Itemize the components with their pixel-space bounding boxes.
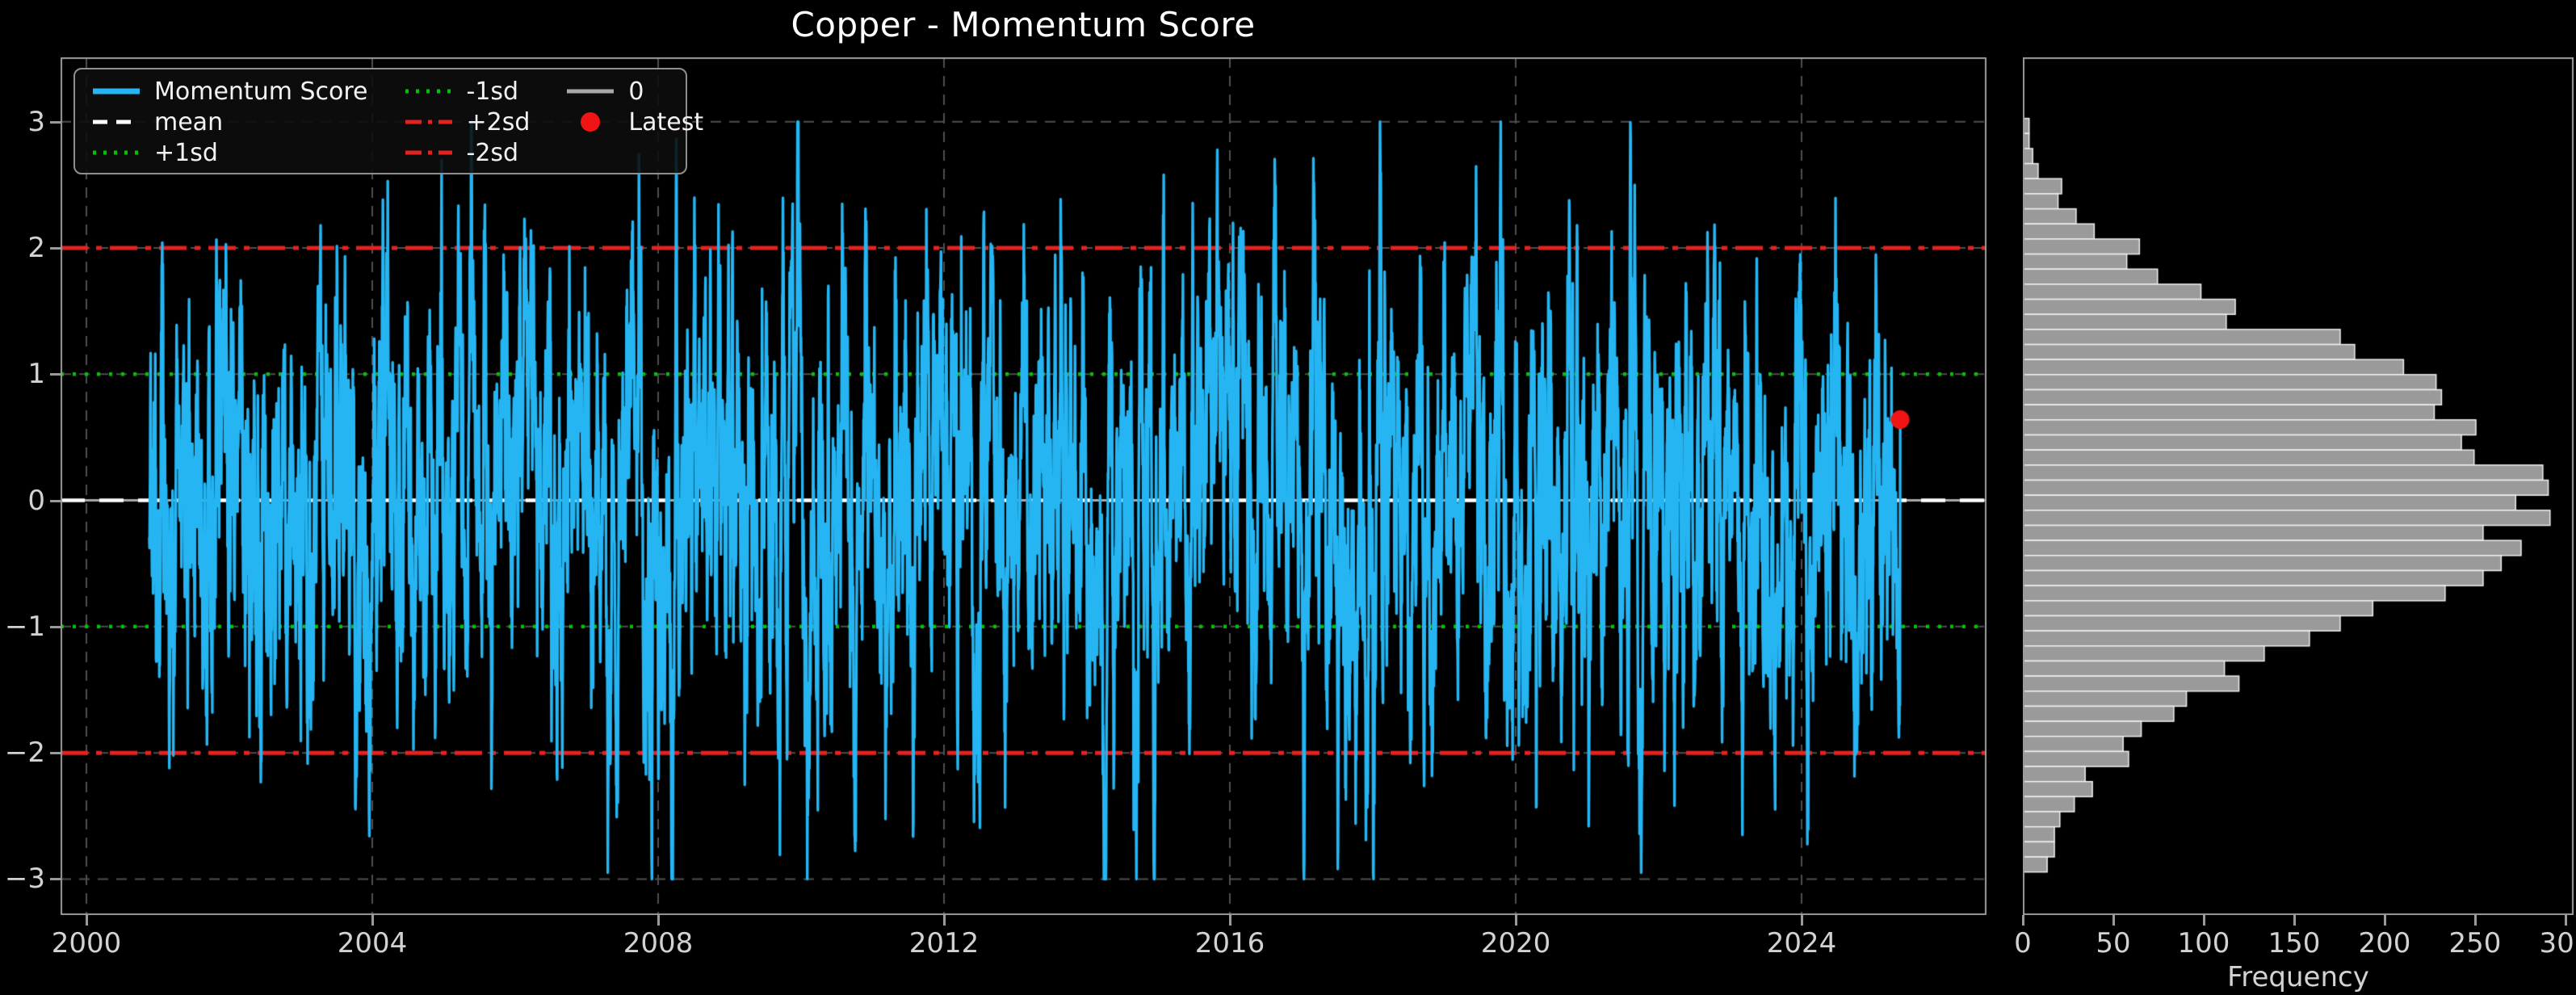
legend-solid-line-icon: [567, 89, 615, 94]
legend-entry: +2sd: [404, 107, 531, 136]
chart-title: Copper - Momentum Score: [791, 5, 1256, 44]
hist-x-tick-label: 250: [2448, 927, 2502, 959]
hist-x-tick-label: 200: [2358, 927, 2411, 959]
legend-entry: Latest: [565, 108, 703, 136]
x-tick-label: 2012: [908, 927, 980, 959]
y-tick-label: 0: [27, 484, 45, 517]
legend-entry: -2sd: [404, 138, 531, 167]
legend-label: +2sd: [466, 107, 531, 136]
legend-latest-marker-icon: [581, 112, 601, 132]
y-tick-mark: [50, 247, 61, 250]
legend-label: Latest: [628, 107, 704, 136]
y-tick-label: 1: [27, 358, 45, 391]
legend-column: 0 Latest: [565, 78, 703, 165]
hist-x-tick-label: 50: [2096, 927, 2131, 959]
x-tick-mark: [1515, 915, 1517, 926]
histogram-plot-area: [2023, 57, 2574, 915]
x-tick-mark: [371, 915, 374, 926]
y-tick-label: −3: [4, 863, 45, 896]
x-tick-mark: [657, 915, 660, 926]
legend-dotted-line-icon: [405, 89, 452, 94]
legend-label: Momentum Score: [154, 77, 368, 106]
hist-x-tick-mark: [2293, 915, 2296, 926]
x-tick-label: 2020: [1480, 927, 1551, 959]
histogram-canvas: [2023, 57, 2574, 915]
legend-label: mean: [154, 107, 224, 136]
y-tick-mark: [50, 878, 61, 881]
hist-x-tick-label: 100: [2177, 927, 2230, 959]
momentum-canvas: [61, 57, 1987, 915]
legend-entry: -1sd: [404, 77, 531, 106]
legend-label: -2sd: [466, 138, 519, 167]
legend-entry: 0: [565, 77, 703, 106]
x-tick-label: 2004: [337, 927, 408, 959]
legend-column: Momentum Score mean +1sd: [91, 77, 368, 167]
legend-label: -1sd: [466, 77, 519, 106]
hist-x-tick-mark: [2565, 915, 2567, 926]
y-tick-label: −1: [4, 610, 45, 643]
hist-x-tick-label: 300: [2539, 927, 2576, 959]
x-tick-mark: [86, 915, 88, 926]
y-tick-mark: [50, 752, 61, 755]
y-tick-label: 3: [27, 105, 45, 138]
x-tick-mark: [943, 915, 946, 926]
x-tick-mark: [1229, 915, 1231, 926]
legend-column: -1sd +2sd -2sd: [404, 77, 531, 167]
hist-x-tick-mark: [2112, 915, 2115, 926]
legend-dashed-line-icon: [93, 120, 140, 124]
y-tick-label: 2: [27, 232, 45, 264]
hist-x-tick-mark: [2022, 915, 2024, 926]
y-tick-mark: [50, 373, 61, 376]
y-tick-mark: [50, 120, 61, 124]
legend-entry: mean: [91, 108, 368, 136]
legend-label: +1sd: [154, 138, 218, 167]
x-tick-label: 2016: [1194, 927, 1265, 959]
hist-x-tick-mark: [2474, 915, 2477, 926]
y-tick-mark: [50, 625, 61, 628]
legend-dashdot-line-icon: [405, 120, 452, 124]
x-tick-label: 2008: [623, 927, 694, 959]
legend: Momentum Score mean +1sd -1sd +2sd -2sd 0 Lates…: [73, 68, 703, 174]
hist-x-tick-mark: [2203, 915, 2205, 926]
hist-x-tick-label: 0: [2014, 927, 2032, 959]
legend-entry: +1sd: [91, 138, 368, 167]
legend-label: 0: [628, 77, 644, 106]
y-tick-label: −2: [4, 737, 45, 770]
x-tick-mark: [1801, 915, 1803, 926]
x-tick-label: 2000: [51, 927, 122, 959]
frequency-axis-label: Frequency: [2227, 961, 2369, 993]
legend-dashdot-line-icon: [405, 150, 452, 155]
legend-dotted-line-icon: [93, 150, 140, 155]
x-tick-label: 2024: [1766, 927, 1837, 959]
hist-x-tick-mark: [2384, 915, 2386, 926]
legend-solid-line-icon: [93, 88, 140, 94]
hist-x-tick-label: 150: [2268, 927, 2321, 959]
legend-entry: Momentum Score: [91, 77, 368, 106]
momentum-plot-area: [61, 57, 1987, 915]
y-tick-mark: [50, 499, 61, 502]
